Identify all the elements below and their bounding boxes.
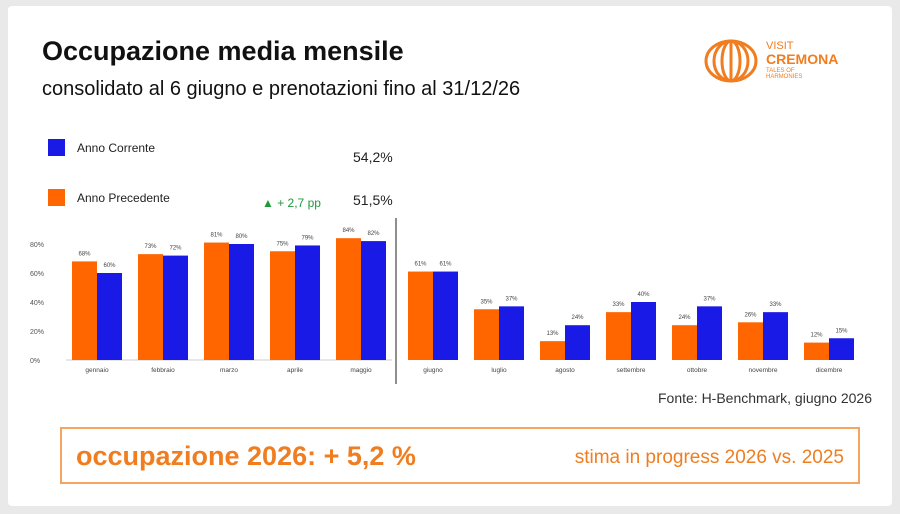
- bar-value-label: 81%: [210, 233, 223, 239]
- bar-value-label: 75%: [276, 241, 289, 247]
- logo-line-2: CREMONA: [766, 51, 839, 67]
- bar-previous: [606, 312, 631, 360]
- x-tick-label: gennaio: [85, 367, 109, 374]
- bar-previous: [408, 271, 433, 360]
- x-tick-label: maggio: [350, 367, 372, 374]
- bar-value-label: 12%: [810, 333, 823, 339]
- page-title: Occupazione media mensile: [42, 36, 404, 66]
- logo-line-3: TALES OF: [766, 68, 795, 74]
- x-tick-label: giugno: [423, 367, 443, 374]
- bar-value-label: 61%: [414, 262, 427, 268]
- bar-previous: [138, 254, 163, 360]
- bar-value-label: 35%: [480, 299, 493, 305]
- delta-indicator: ▲ + 2,7 pp: [262, 196, 321, 210]
- occupancy-estimate: occupazione 2026: + 5,2 %: [76, 441, 416, 471]
- logo-text: VISIT CREMONA TALES OF HARMONIES: [766, 40, 839, 81]
- x-tick-label: novembre: [749, 367, 778, 374]
- occupancy-highlight-box: occupazione 2026: + 5,2 % stima in progr…: [60, 427, 860, 484]
- estimate-note: stima in progress 2026 vs. 2025: [574, 447, 844, 468]
- bar-value-label: 15%: [835, 328, 848, 334]
- y-tick-label: 0%: [30, 358, 40, 365]
- bar-current: [565, 325, 590, 360]
- bar-value-label: 40%: [637, 292, 650, 298]
- visit-cremona-logo: VISIT CREMONA TALES OF HARMONIES: [703, 38, 853, 88]
- bar-value-label: 61%: [439, 262, 452, 268]
- bar-previous: [204, 242, 229, 360]
- bar-previous: [72, 261, 97, 360]
- legend-current-label: Anno Corrente: [77, 140, 156, 155]
- bar-value-label: 84%: [342, 228, 355, 234]
- y-tick-label: 20%: [30, 329, 44, 336]
- x-tick-label: febbraio: [151, 367, 175, 374]
- bar-value-label: 13%: [546, 331, 559, 337]
- legend-current-swatch: [48, 139, 65, 156]
- bar-current: [631, 302, 656, 360]
- bar-value-label: 24%: [678, 315, 691, 321]
- bar-value-label: 60%: [103, 263, 116, 269]
- bar-value-label: 26%: [744, 312, 757, 318]
- legend-previous: Anno Precedente: [48, 189, 170, 206]
- logo-line-1: VISIT: [766, 40, 794, 52]
- current-year-average: 54,2%: [353, 149, 393, 165]
- bar-value-label: 79%: [301, 235, 314, 241]
- y-tick-label: 40%: [30, 300, 44, 307]
- x-tick-label: settembre: [617, 367, 646, 374]
- bar-value-label: 24%: [571, 315, 584, 321]
- bar-value-label: 37%: [505, 296, 518, 302]
- source-note: Fonte: H-Benchmark, giugno 2026: [657, 390, 872, 406]
- bar-previous: [474, 309, 499, 360]
- bar-current: [697, 306, 722, 360]
- bar-value-label: 73%: [144, 244, 157, 250]
- cremona-logo-icon: [704, 39, 758, 83]
- bar-previous: [336, 238, 361, 360]
- slide: Occupazione media mensile consolidato al…: [8, 6, 892, 506]
- legend-previous-swatch: [48, 189, 65, 206]
- bar-current: [499, 306, 524, 360]
- bar-current: [361, 241, 386, 360]
- bar-previous: [738, 322, 763, 360]
- x-tick-label: dicembre: [816, 367, 843, 374]
- x-tick-label: marzo: [220, 367, 238, 374]
- bar-current: [97, 273, 122, 360]
- bar-current: [763, 312, 788, 360]
- bar-current: [829, 338, 854, 360]
- bar-previous: [804, 342, 829, 360]
- y-tick-label: 60%: [30, 271, 44, 278]
- bar-current: [163, 255, 188, 360]
- previous-year-average: 51,5%: [353, 192, 393, 208]
- bar-value-label: 82%: [367, 231, 380, 237]
- bar-value-label: 33%: [769, 302, 782, 308]
- bar-current: [229, 244, 254, 360]
- bar-value-label: 72%: [169, 246, 182, 252]
- bar-current: [295, 245, 320, 360]
- bar-value-label: 80%: [235, 234, 248, 240]
- bar-value-label: 37%: [703, 296, 716, 302]
- legend-current: Anno Corrente: [48, 139, 155, 156]
- x-tick-label: luglio: [491, 367, 507, 374]
- bar-previous: [540, 341, 565, 360]
- x-tick-label: agosto: [555, 367, 575, 374]
- bar-value-label: 68%: [78, 251, 91, 257]
- page-subtitle: consolidato al 6 giugno e prenotazioni f…: [42, 78, 521, 100]
- bar-value-label: 33%: [612, 302, 625, 308]
- y-tick-label: 80%: [30, 242, 44, 249]
- x-tick-label: ottobre: [687, 367, 708, 374]
- legend-previous-label: Anno Precedente: [77, 190, 170, 205]
- bar-previous: [672, 325, 697, 360]
- occupancy-bar-chart: 80% 60% 40% 20% 0% 68% 60% gennaio 73% 72% febbrai…: [30, 218, 854, 384]
- bar-previous: [270, 251, 295, 360]
- bar-current: [433, 271, 458, 360]
- logo-line-4: HARMONIES: [766, 74, 803, 80]
- x-tick-label: aprile: [287, 367, 303, 374]
